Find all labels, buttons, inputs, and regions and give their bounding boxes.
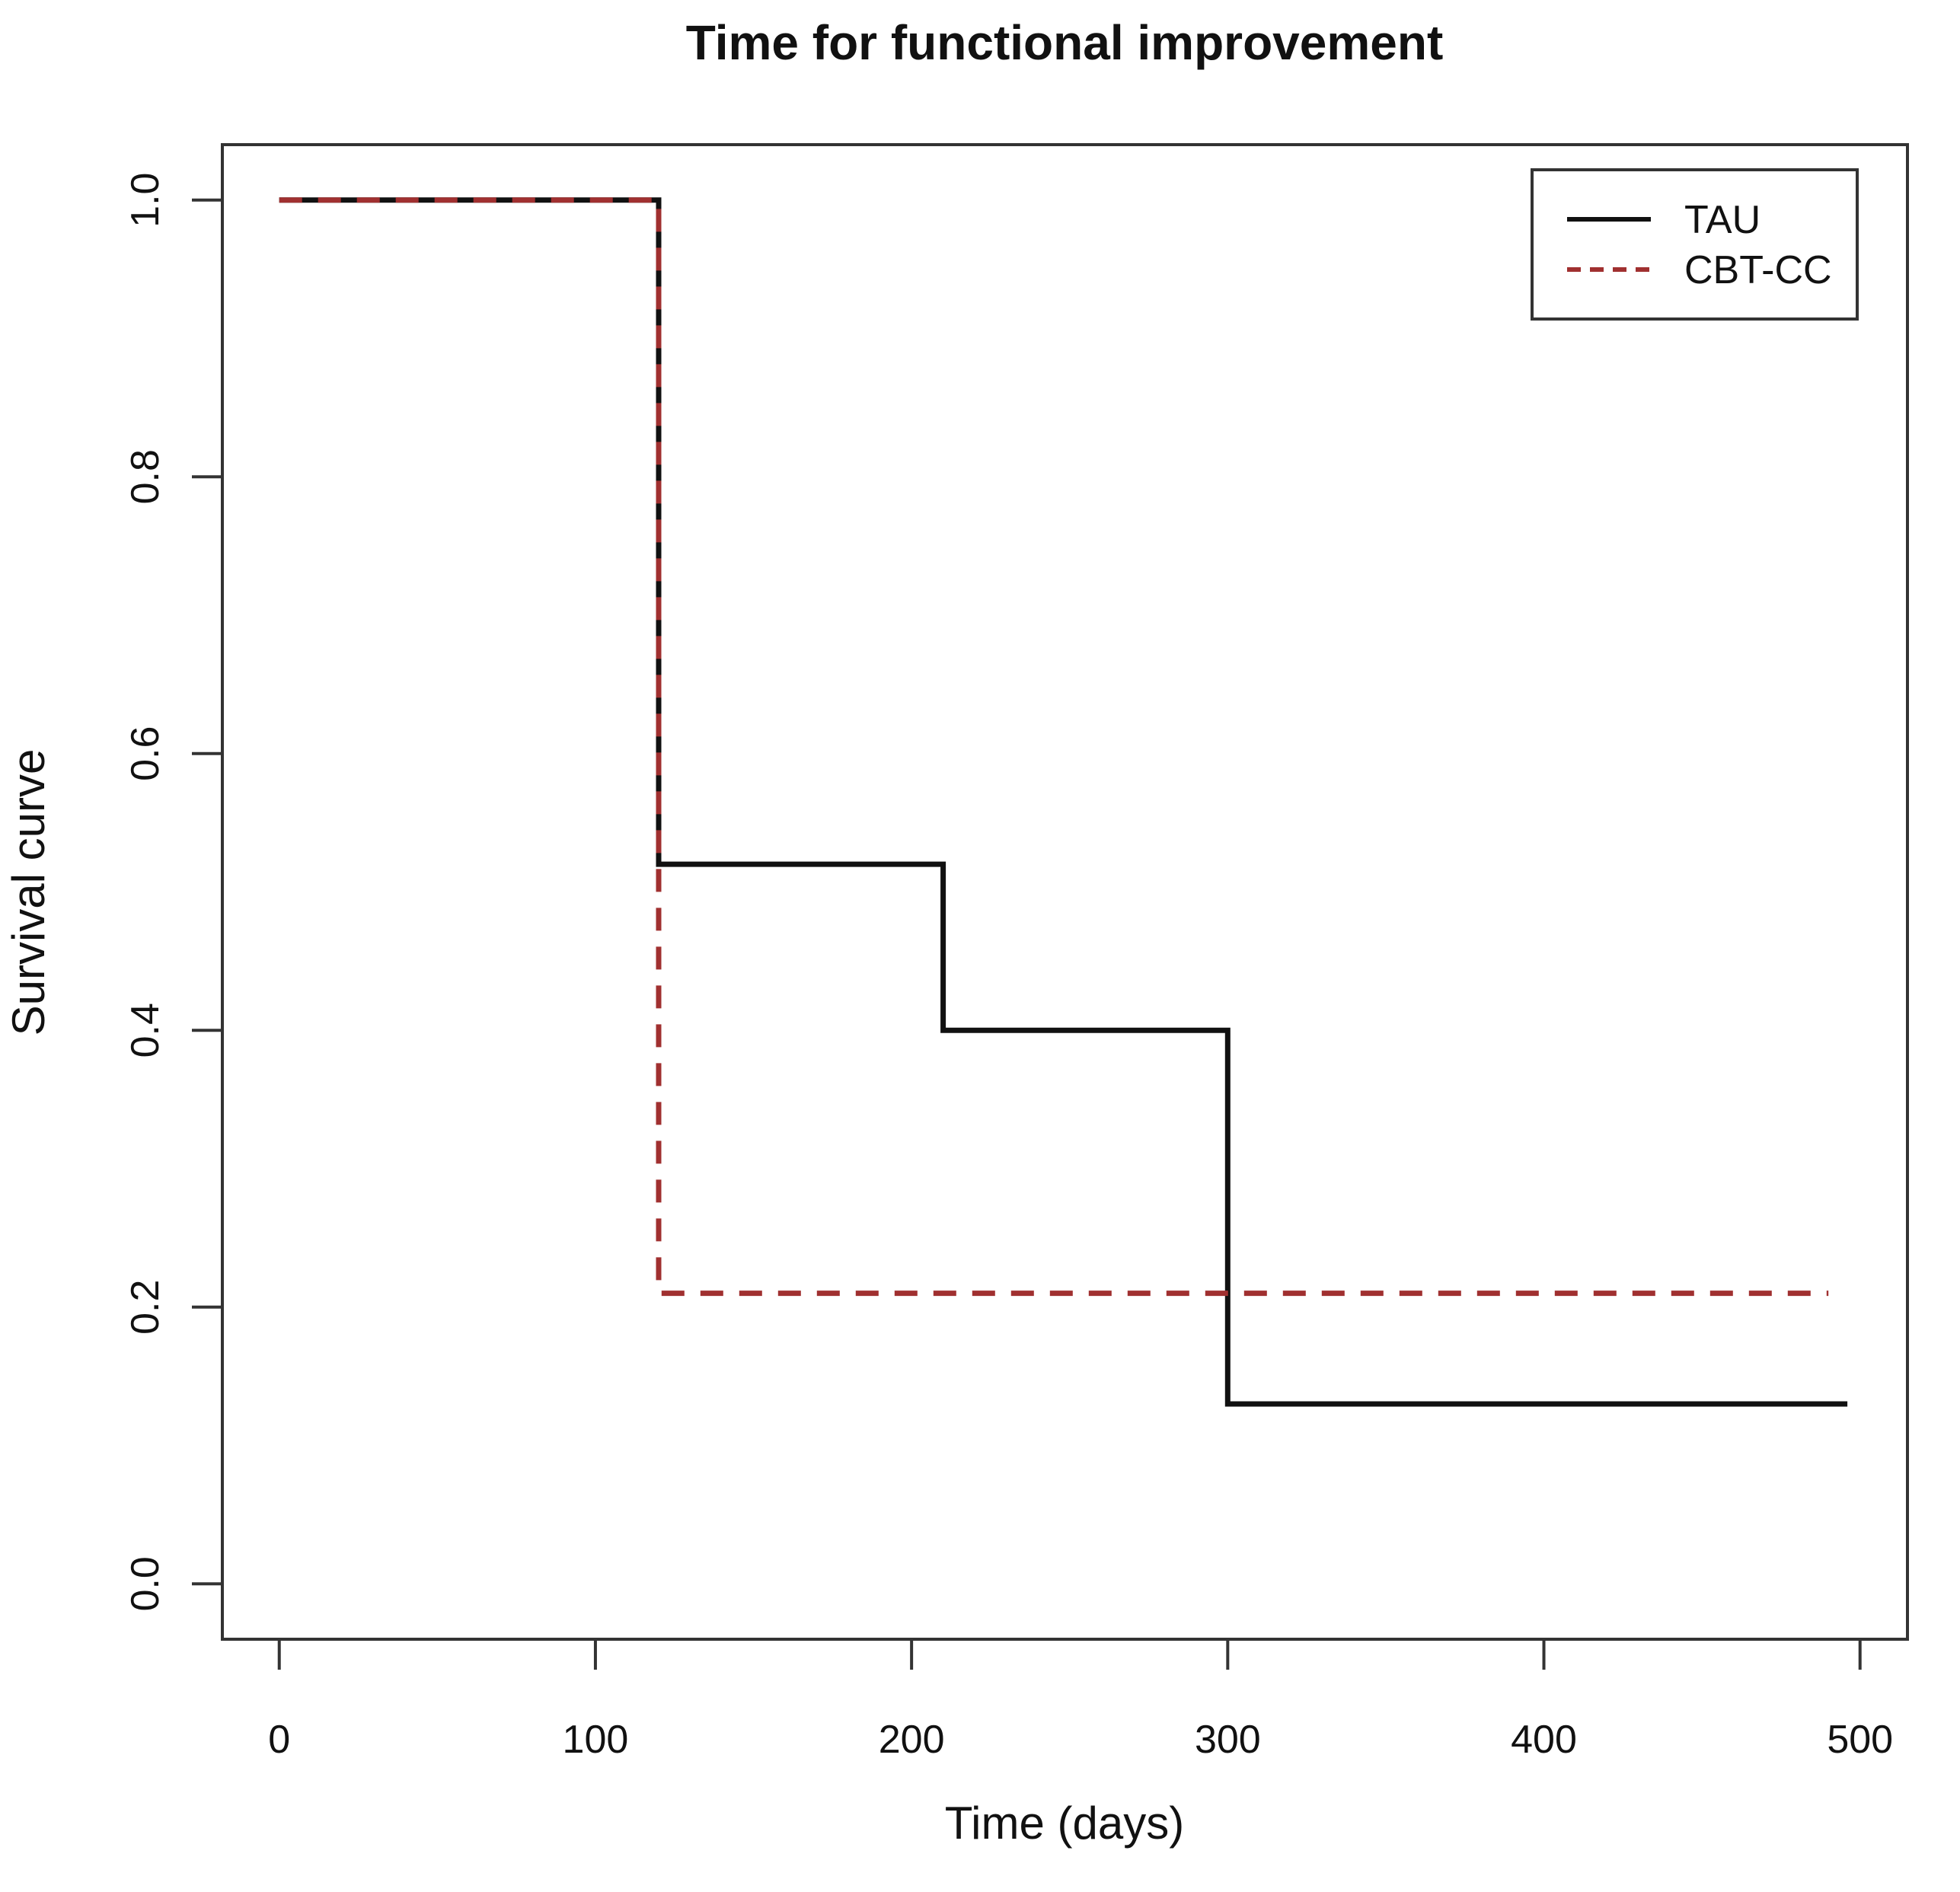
survival-curves [279,197,1848,1407]
x-tick-label: 200 [879,1718,945,1762]
legend-label-tau: TAU [1684,198,1760,242]
y-tick-label: 1.0 [123,173,168,228]
y-tick-label: 0.0 [123,1556,168,1611]
cbt-cc-curve [279,197,1829,1297]
legend-box [1531,168,1859,321]
plot-border [221,143,1909,1641]
legend: TAU CBT-CC [1531,168,1859,321]
x-tick-label: 100 [563,1718,629,1762]
x-tick-label: 0 [268,1718,290,1762]
y-tick-label: 0.8 [123,449,168,504]
chart-title: Time for functional improvement [686,15,1444,70]
legend-label-cbtcc: CBT-CC [1684,248,1832,292]
x-tick-label: 400 [1511,1718,1577,1762]
x-axis-label: Time (days) [945,1798,1184,1849]
x-tick-label: 300 [1195,1718,1261,1762]
x-tick-label: 500 [1827,1718,1893,1762]
axis-ticks: 0 100 200 300 400 500 0.0 0.2 0.4 0.6 0.8 1.0 [123,173,1893,1762]
tau-curve [279,197,1848,1407]
y-tick-label: 0.4 [123,1003,168,1058]
y-tick-label: 0.2 [123,1280,168,1335]
y-axis-label: Survival curve [3,749,54,1036]
y-tick-label: 0.6 [123,726,168,781]
